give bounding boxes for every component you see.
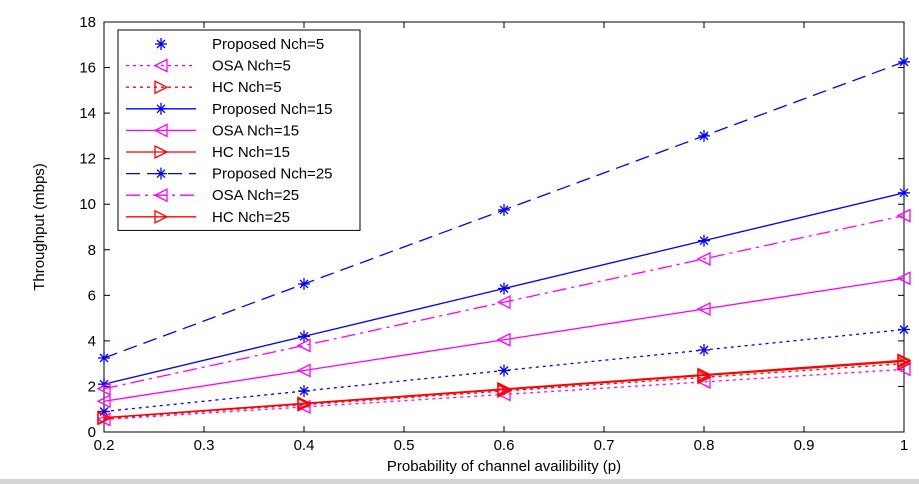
legend-label: OSA Nch=5: [212, 58, 291, 75]
data-point: [696, 301, 711, 317]
legend-label: HC Nch=15: [212, 144, 290, 161]
series-line: [103, 328, 905, 413]
data-point: [298, 277, 310, 290]
data-point: [298, 330, 310, 343]
legend-label: Proposed Nch=15: [212, 101, 333, 118]
x-tick-label: 0.8: [694, 437, 715, 454]
data-point: [296, 338, 311, 353]
legend-marker: [155, 38, 167, 50]
series-7: [96, 208, 911, 396]
x-tick-label: 0.2: [94, 437, 115, 454]
data-point: [297, 396, 312, 411]
y-tick-label: 6: [88, 287, 96, 304]
series-layer: [96, 55, 912, 427]
data-point: [98, 351, 110, 364]
data-point: [97, 410, 112, 425]
legend-entry: Proposed Nch=5: [155, 36, 324, 53]
y-tick-label: 10: [79, 196, 96, 213]
data-point: [298, 385, 310, 397]
series-8: [97, 353, 912, 425]
legend-entry: Proposed Nch=15: [126, 101, 333, 118]
x-tick-label: 0.7: [594, 437, 615, 454]
data-point: [896, 208, 911, 223]
data-point: [96, 394, 111, 409]
data-point: [498, 364, 510, 377]
legend-label: OSA Nch=15: [212, 122, 299, 139]
legend-label: Proposed Nch=5: [212, 36, 324, 53]
legend-label: HC Nch=25: [212, 209, 290, 226]
data-point: [498, 282, 510, 295]
legend-marker: [154, 209, 169, 224]
y-tick-label: 8: [88, 242, 96, 259]
legend-marker: [154, 80, 169, 95]
data-point: [498, 203, 510, 216]
series-4: [96, 271, 911, 409]
data-point: [898, 186, 910, 199]
data-point: [698, 344, 710, 356]
legend-marker: [155, 102, 167, 115]
legend-marker: [153, 188, 168, 203]
y-tick-label: 0: [88, 424, 96, 441]
data-point: [898, 55, 910, 68]
series-line: [103, 359, 905, 419]
legend-label: HC Nch=5: [212, 79, 282, 96]
y-tick-label: 18: [79, 14, 96, 31]
y-tick-label: 2: [88, 378, 96, 395]
data-point: [698, 234, 710, 247]
x-tick-label: 0.6: [494, 437, 515, 454]
legend: Proposed Nch=5 OSA Nch=5 HC Nch=5 Proposed …: [117, 29, 361, 231]
x-tick-label: 0.9: [794, 437, 815, 454]
legend-entry: OSA Nch=5: [126, 58, 291, 75]
data-point: [897, 353, 912, 368]
legend-entry: HC Nch=25: [126, 209, 290, 226]
data-point: [698, 129, 710, 142]
x-axis-label: Probability of channel availibility (p): [387, 458, 621, 475]
y-tick-label: 4: [88, 333, 96, 350]
legend-entry: OSA Nch=15: [126, 122, 299, 139]
series-line: [103, 363, 905, 419]
series-line: [103, 277, 905, 402]
y-axis-label: Throughput (mbps): [31, 163, 48, 291]
y-tick-label: 12: [79, 151, 96, 168]
data-point: [697, 367, 712, 382]
legend-entry: HC Nch=5: [126, 79, 282, 96]
data-point: [296, 363, 311, 378]
data-point: [497, 381, 512, 397]
data-point: [96, 412, 111, 427]
x-tick-label: 0.5: [394, 437, 415, 454]
series-line: [103, 214, 905, 390]
legend-entry: Proposed Nch=25: [126, 166, 333, 183]
data-point: [696, 251, 711, 266]
y-tick-label: 16: [79, 60, 96, 77]
x-tick-label: 0.4: [294, 437, 315, 454]
legend-label: Proposed Nch=25: [212, 166, 333, 183]
y-tick-label: 14: [79, 105, 96, 122]
data-point: [896, 271, 911, 286]
legend-label: OSA Nch=25: [212, 187, 299, 204]
data-point: [96, 381, 111, 396]
legend-marker: [154, 144, 169, 160]
legend-entry: OSA Nch=25: [126, 187, 299, 204]
x-tick-label: 1: [900, 437, 908, 454]
series-3: [98, 186, 910, 391]
data-point: [496, 332, 511, 347]
legend-marker: [153, 123, 168, 138]
x-tick-label: 0.3: [194, 437, 215, 454]
data-point: [898, 323, 910, 336]
legend-entry: HC Nch=15: [126, 144, 290, 161]
legend-marker: [153, 58, 168, 73]
data-point: [496, 295, 511, 310]
legend-marker: [155, 167, 167, 180]
series-6: [98, 55, 910, 364]
